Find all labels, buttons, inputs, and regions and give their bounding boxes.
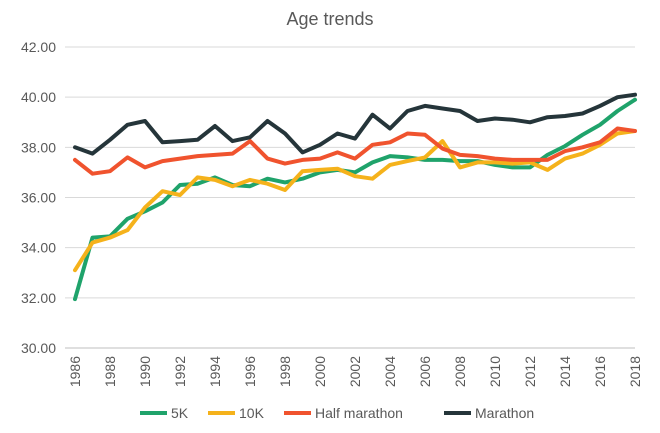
series-line-marathon [73,92,637,156]
x-tick-label: 2004 [382,356,398,387]
y-tick-label: 38.00 [21,139,56,155]
legend-label: 10K [239,405,265,421]
y-tick-label: 30.00 [21,340,56,356]
y-tick-label: 34.00 [21,240,56,256]
x-tick-label: 2018 [627,356,643,387]
x-tick-label: 1996 [242,356,258,387]
series-lines [73,92,637,302]
x-axis: 1986 1988 1990 1992 1994 1996 1998 2000 2002 2004… [67,356,643,387]
y-tick-label: 36.00 [21,190,56,206]
x-tick-label: 1990 [137,356,153,387]
x-tick-label: 2006 [417,356,433,387]
chart-title: Age trends [286,9,373,29]
x-tick-label: 2010 [487,356,503,387]
y-tick-label: 42.00 [21,39,56,55]
legend: 5K 10K Half marathon Marathon [140,405,534,421]
series-line-5k [73,97,637,302]
x-tick-label: 2008 [452,356,468,387]
legend-label: Half marathon [315,405,403,421]
x-tick-label: 1986 [67,356,83,387]
y-axis: 30.00 32.00 34.00 36.00 38.00 40.00 42.00 [21,39,56,356]
x-tick-label: 2002 [347,356,363,387]
x-tick-label: 1992 [172,356,188,387]
legend-label: Marathon [475,405,534,421]
x-tick-label: 2012 [522,356,538,387]
series-line-half-marathon [73,126,637,176]
gridlines [65,46,635,349]
x-tick-label: 1988 [102,356,118,387]
x-tick-label: 1994 [207,356,223,387]
x-tick-label: 2000 [312,356,328,387]
x-tick-label: 1998 [277,356,293,387]
y-tick-label: 32.00 [21,290,56,306]
series-line-10k [73,129,637,273]
x-tick-label: 2014 [557,356,573,387]
x-tick-label: 2016 [592,356,608,387]
y-tick-label: 40.00 [21,89,56,105]
legend-label: 5K [171,405,189,421]
